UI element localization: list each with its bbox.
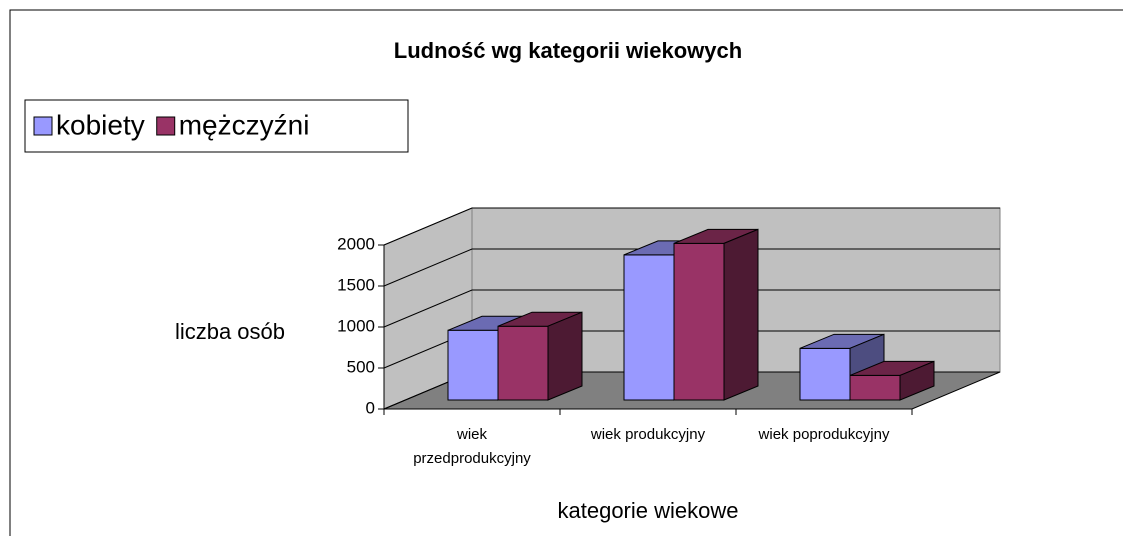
bar-side	[723, 228, 759, 401]
bar-side	[547, 311, 583, 401]
x-tick-label: wiek produkcyjny	[590, 426, 706, 443]
y-axis-title: liczba osób	[175, 319, 285, 344]
x-tick-label: wiek poprodukcyjny	[758, 426, 890, 443]
bar-front	[623, 254, 675, 401]
bar	[849, 360, 935, 401]
y-tick-label: 1500	[337, 275, 375, 294]
x-tick-label: wiek przedprodukcyjny	[413, 426, 531, 467]
y-tick-label: 500	[347, 357, 375, 376]
y-tick-label: 1000	[337, 316, 375, 335]
legend-label: kobiety	[56, 109, 145, 140]
bar-side	[899, 360, 935, 401]
bar-front	[849, 374, 901, 401]
legend-label: mężczyźni	[179, 109, 310, 140]
legend-box	[24, 99, 409, 153]
bar	[497, 311, 583, 401]
bar-front	[799, 347, 851, 401]
bar-front	[497, 325, 549, 401]
y-tick-label: 0	[366, 398, 375, 417]
grid-line	[383, 289, 1000, 328]
legend-swatch	[33, 116, 53, 136]
legend-swatch	[156, 116, 176, 136]
x-axis-title: kategorie wiekowe	[558, 498, 739, 523]
y-tick-label: 2000	[337, 234, 375, 253]
grid-line	[383, 207, 1000, 246]
bar-front	[447, 329, 499, 401]
bar	[673, 228, 759, 401]
bar-front	[673, 242, 725, 401]
chart-title: Ludność wg kategorii wiekowych	[394, 38, 742, 63]
grid-line	[383, 248, 1000, 287]
